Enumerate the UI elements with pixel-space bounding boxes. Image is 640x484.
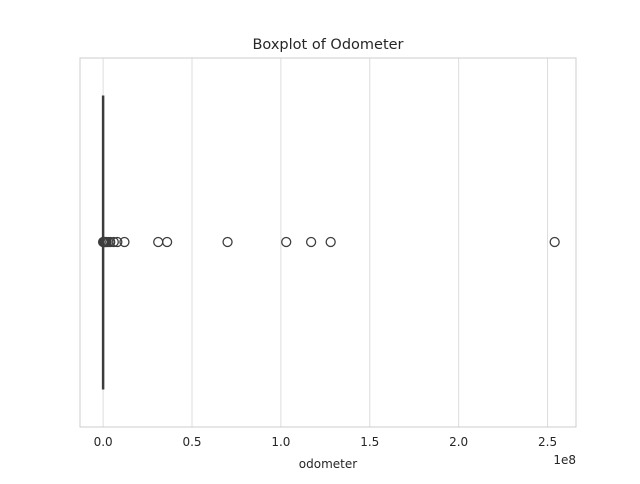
outlier-point: [281, 236, 292, 248]
x-axis-label: odometer: [299, 457, 357, 471]
outlier-point: [153, 236, 164, 248]
x-tick-label: 2.0: [449, 435, 468, 449]
outlier-point: [325, 236, 336, 248]
outlier-point: [108, 236, 119, 248]
outlier-point: [549, 236, 560, 248]
grid-lines: [102, 58, 549, 427]
x-tick-labels: 0.0 0.5 1.0 1.5 2.0 2.5: [94, 435, 558, 449]
chart-title: Boxplot of Odometer: [252, 37, 403, 53]
outlier-point: [305, 236, 317, 248]
x-tick-label: 1.5: [360, 435, 379, 449]
x-tick-label: 1.0: [271, 435, 290, 449]
outlier-point: [112, 236, 123, 248]
outlier-point: [119, 236, 130, 248]
plot-frame: [79, 57, 577, 428]
outlier-point: [105, 236, 116, 248]
x-tick-label: 2.5: [538, 435, 557, 449]
outlier-point: [161, 236, 173, 248]
x-tick-label: 0.0: [94, 435, 113, 449]
x-tick-label: 0.5: [182, 435, 201, 449]
outlier-point: [222, 236, 233, 248]
x-axis-scale-label: 1e8: [553, 453, 576, 467]
outlier-points: [97, 236, 560, 248]
